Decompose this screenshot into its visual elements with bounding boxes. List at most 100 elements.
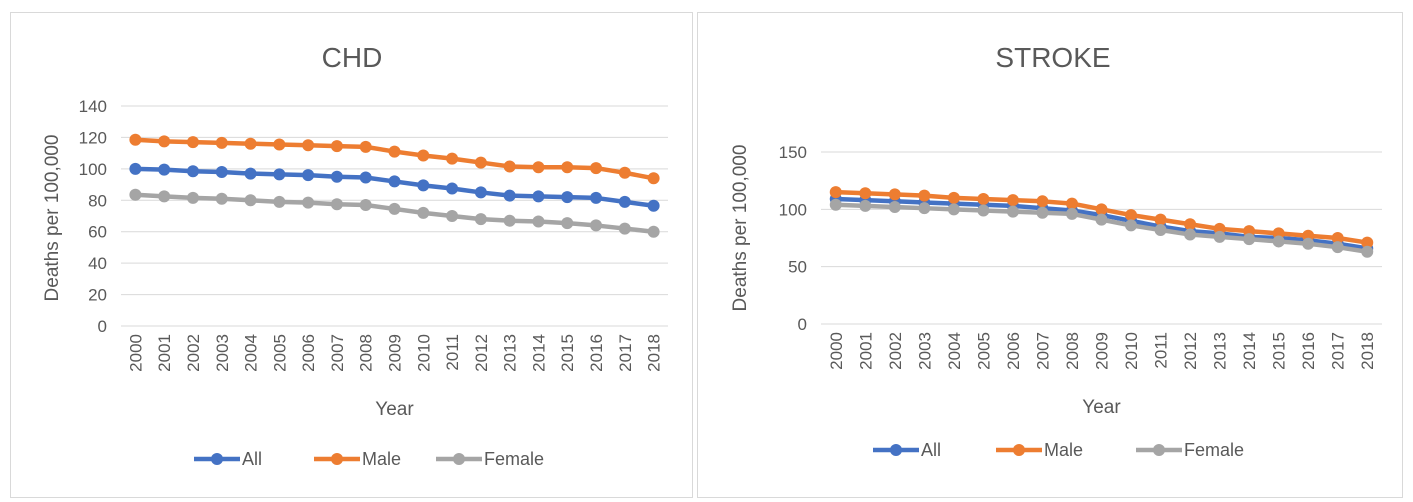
stroke-x-tick-label: 2006 — [1004, 332, 1023, 370]
chd-data-point-all — [590, 191, 603, 204]
chd-data-point-female — [561, 217, 574, 230]
stroke-x-tick-label: 2013 — [1211, 332, 1230, 370]
stroke-data-point-female — [1302, 237, 1315, 250]
chd-data-point-female — [302, 196, 315, 209]
chd-data-point-male — [158, 135, 171, 148]
stroke-data-point-female — [1095, 213, 1108, 226]
stroke-x-tick-label: 2014 — [1240, 332, 1259, 370]
chd-data-point-male — [618, 166, 631, 179]
chd-data-point-female — [158, 190, 171, 203]
chd-legend-marker-male — [331, 453, 343, 465]
stroke-data-point-female — [1361, 245, 1374, 258]
chd-legend-marker-female — [453, 453, 465, 465]
chd-data-point-male — [561, 161, 574, 174]
chd-data-point-female — [503, 214, 516, 227]
stroke-x-tick-label: 2016 — [1299, 332, 1318, 370]
stroke-x-tick-label: 2002 — [886, 332, 905, 370]
chd-x-tick-label: 2014 — [529, 334, 548, 372]
stroke-data-point-male — [1006, 194, 1019, 207]
chd-x-tick-label: 2009 — [386, 334, 405, 372]
stroke-y-axis-label: Deaths per 100,000 — [730, 145, 751, 312]
chd-legend-marker-all — [211, 453, 223, 465]
chd-data-point-all — [129, 162, 142, 175]
chd-data-point-all — [417, 179, 430, 192]
stroke-data-point-male — [977, 193, 990, 206]
chd-data-point-male — [186, 136, 199, 149]
chd-data-point-all — [302, 169, 315, 182]
stroke-data-point-female — [1272, 235, 1285, 248]
chd-data-point-all — [647, 199, 660, 212]
stroke-x-tick-label: 2015 — [1270, 332, 1289, 370]
chd-data-point-male — [590, 162, 603, 175]
stroke-data-point-female — [829, 198, 842, 211]
stroke-x-tick-label: 2012 — [1181, 332, 1200, 370]
chd-y-tick-label: 80 — [88, 191, 107, 210]
chd-data-point-female — [186, 191, 199, 204]
stroke-x-tick-label: 2005 — [974, 332, 993, 370]
chd-data-point-female — [618, 222, 631, 235]
stroke-y-tick-label: 0 — [798, 315, 807, 334]
stroke-data-point-female — [1006, 205, 1019, 218]
stroke-legend-marker-male — [1013, 444, 1025, 456]
chd-data-point-male — [474, 156, 487, 169]
chd-data-point-female — [590, 219, 603, 232]
stroke-x-tick-label: 2004 — [945, 332, 964, 370]
chd-x-tick-label: 2003 — [213, 334, 232, 372]
stroke-x-tick-label: 2017 — [1329, 332, 1348, 370]
chd-legend-label-male: Male — [362, 449, 401, 469]
chd-x-tick-label: 2010 — [414, 334, 433, 372]
chd-data-point-all — [446, 182, 459, 195]
chd-data-point-male — [503, 160, 516, 173]
chd-data-point-all — [618, 195, 631, 208]
chd-x-tick-label: 2018 — [645, 334, 664, 372]
stroke-x-tick-label: 2009 — [1093, 332, 1112, 370]
chd-data-point-male — [647, 172, 660, 185]
chd-data-point-male — [215, 136, 228, 149]
chd-data-point-male — [302, 139, 315, 152]
chd-x-tick-label: 2017 — [616, 334, 635, 372]
chd-legend-label-female: Female — [484, 449, 544, 469]
chd-x-tick-label: 2012 — [472, 334, 491, 372]
stroke-data-point-female — [1125, 219, 1138, 232]
chd-data-point-all — [359, 171, 372, 184]
chd-x-tick-label: 2005 — [270, 334, 289, 372]
chd-data-point-male — [244, 137, 257, 150]
chd-legend-label-all: All — [242, 449, 262, 469]
chd-y-tick-label: 140 — [79, 97, 107, 116]
stroke-data-point-male — [1361, 236, 1374, 249]
stroke-data-point-male — [1154, 213, 1167, 226]
chd-x-tick-label: 2013 — [501, 334, 520, 372]
stroke-data-point-female — [1243, 233, 1256, 246]
stroke-x-tick-label: 2008 — [1063, 332, 1082, 370]
chd-data-point-male — [359, 140, 372, 153]
chd-data-point-female — [244, 194, 257, 207]
stroke-x-tick-label: 2003 — [915, 332, 934, 370]
stroke-data-point-male — [1184, 218, 1197, 231]
chd-data-point-male — [330, 140, 343, 153]
chd-y-tick-label: 40 — [88, 254, 107, 273]
chd-data-point-male — [417, 149, 430, 162]
chd-data-point-all — [474, 186, 487, 199]
chd-data-point-female — [417, 206, 430, 219]
chd-chart: CHD 0 20 40 60 80 100 120 140 2000 2001 2002 2003 200… — [42, 42, 668, 469]
chd-data-point-male — [388, 145, 401, 158]
stroke-data-point-female — [888, 201, 901, 214]
stroke-chart-panel: STROKE 0 50 100 150 2000 2001 2002 2003 2004 2005 2… — [697, 12, 1403, 498]
chd-x-tick-label: 2015 — [558, 334, 577, 372]
stroke-x-axis-label: Year — [1082, 397, 1121, 418]
stroke-x-tick-label: 2011 — [1152, 332, 1171, 369]
chd-chart-panel: CHD 0 20 40 60 80 100 120 140 2000 2001 2002 2003 200… — [10, 12, 693, 498]
chd-data-point-female — [446, 210, 459, 222]
chd-x-tick-label: 2004 — [242, 334, 261, 372]
stroke-chart: STROKE 0 50 100 150 2000 2001 2002 2003 2004 2005 2… — [730, 42, 1382, 460]
stroke-data-point-male — [1095, 203, 1108, 216]
stroke-legend-marker-female — [1153, 444, 1165, 456]
chd-data-point-all — [561, 191, 574, 204]
stroke-data-point-male — [1036, 195, 1049, 208]
chd-y-tick-label: 0 — [98, 317, 107, 336]
stroke-data-point-female — [947, 203, 960, 216]
stroke-x-tick-label: 2000 — [827, 332, 846, 370]
chd-x-tick-label: 2008 — [357, 334, 376, 372]
chd-data-point-female — [273, 195, 286, 208]
chd-data-point-male — [446, 152, 459, 165]
